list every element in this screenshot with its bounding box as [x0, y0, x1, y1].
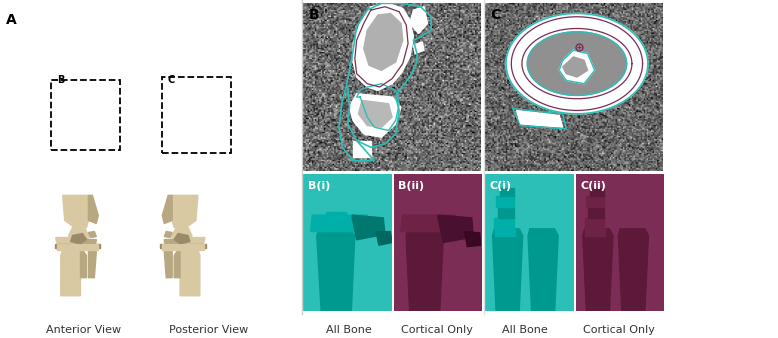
Polygon shape — [410, 7, 428, 33]
Polygon shape — [401, 215, 456, 232]
Polygon shape — [494, 218, 513, 229]
Text: Cortical Only: Cortical Only — [583, 324, 654, 335]
Polygon shape — [464, 232, 481, 247]
Polygon shape — [164, 251, 172, 278]
Polygon shape — [172, 227, 192, 244]
Polygon shape — [317, 229, 355, 311]
Text: Anterior View: Anterior View — [47, 324, 121, 335]
Polygon shape — [325, 212, 336, 226]
Polygon shape — [413, 42, 424, 53]
Text: Posterior View: Posterior View — [169, 324, 248, 335]
Polygon shape — [559, 50, 594, 84]
Polygon shape — [562, 57, 587, 77]
Polygon shape — [496, 196, 513, 207]
Polygon shape — [56, 238, 82, 249]
Text: B: B — [309, 8, 319, 22]
Polygon shape — [527, 32, 626, 95]
Polygon shape — [89, 251, 96, 278]
Polygon shape — [588, 208, 604, 218]
Polygon shape — [174, 234, 190, 244]
Polygon shape — [160, 244, 205, 247]
Text: All Bone: All Bone — [503, 324, 548, 335]
Polygon shape — [310, 215, 367, 232]
Polygon shape — [71, 234, 86, 244]
Polygon shape — [164, 240, 186, 249]
Text: C(i): C(i) — [490, 181, 512, 191]
Polygon shape — [528, 229, 558, 311]
Polygon shape — [54, 244, 100, 247]
Polygon shape — [80, 249, 86, 278]
Polygon shape — [57, 244, 98, 249]
Polygon shape — [496, 229, 515, 236]
Polygon shape — [492, 229, 523, 311]
Text: Cortical Only: Cortical Only — [401, 324, 472, 335]
Polygon shape — [590, 188, 604, 196]
Polygon shape — [352, 215, 385, 240]
Polygon shape — [364, 14, 403, 70]
Polygon shape — [174, 249, 180, 278]
Text: All Bone: All Bone — [326, 324, 371, 335]
Polygon shape — [376, 232, 392, 245]
Text: B(ii): B(ii) — [398, 181, 424, 191]
Polygon shape — [349, 94, 401, 137]
Polygon shape — [619, 229, 648, 311]
Polygon shape — [517, 111, 562, 127]
Polygon shape — [586, 229, 605, 236]
Polygon shape — [89, 232, 96, 238]
Text: C: C — [168, 75, 175, 85]
Polygon shape — [163, 195, 172, 223]
Polygon shape — [498, 208, 513, 218]
Polygon shape — [172, 195, 198, 227]
Polygon shape — [163, 244, 204, 249]
Polygon shape — [506, 14, 648, 114]
Text: A: A — [6, 13, 17, 27]
Polygon shape — [499, 188, 513, 196]
Polygon shape — [359, 100, 392, 127]
Polygon shape — [75, 240, 96, 249]
Polygon shape — [406, 229, 443, 311]
Polygon shape — [584, 218, 604, 229]
Text: B: B — [57, 75, 65, 85]
Polygon shape — [353, 3, 413, 90]
Polygon shape — [587, 196, 604, 207]
Polygon shape — [317, 215, 324, 223]
Polygon shape — [89, 195, 98, 223]
Polygon shape — [63, 195, 89, 227]
Text: B(i): B(i) — [308, 181, 330, 191]
Polygon shape — [61, 249, 82, 296]
Polygon shape — [583, 229, 613, 311]
Polygon shape — [353, 141, 371, 157]
Polygon shape — [438, 215, 474, 243]
Text: C: C — [490, 8, 500, 22]
Text: C(ii): C(ii) — [580, 181, 606, 191]
Polygon shape — [178, 249, 200, 296]
Polygon shape — [179, 238, 205, 249]
Polygon shape — [337, 212, 346, 223]
Polygon shape — [68, 227, 89, 244]
Polygon shape — [164, 232, 172, 238]
